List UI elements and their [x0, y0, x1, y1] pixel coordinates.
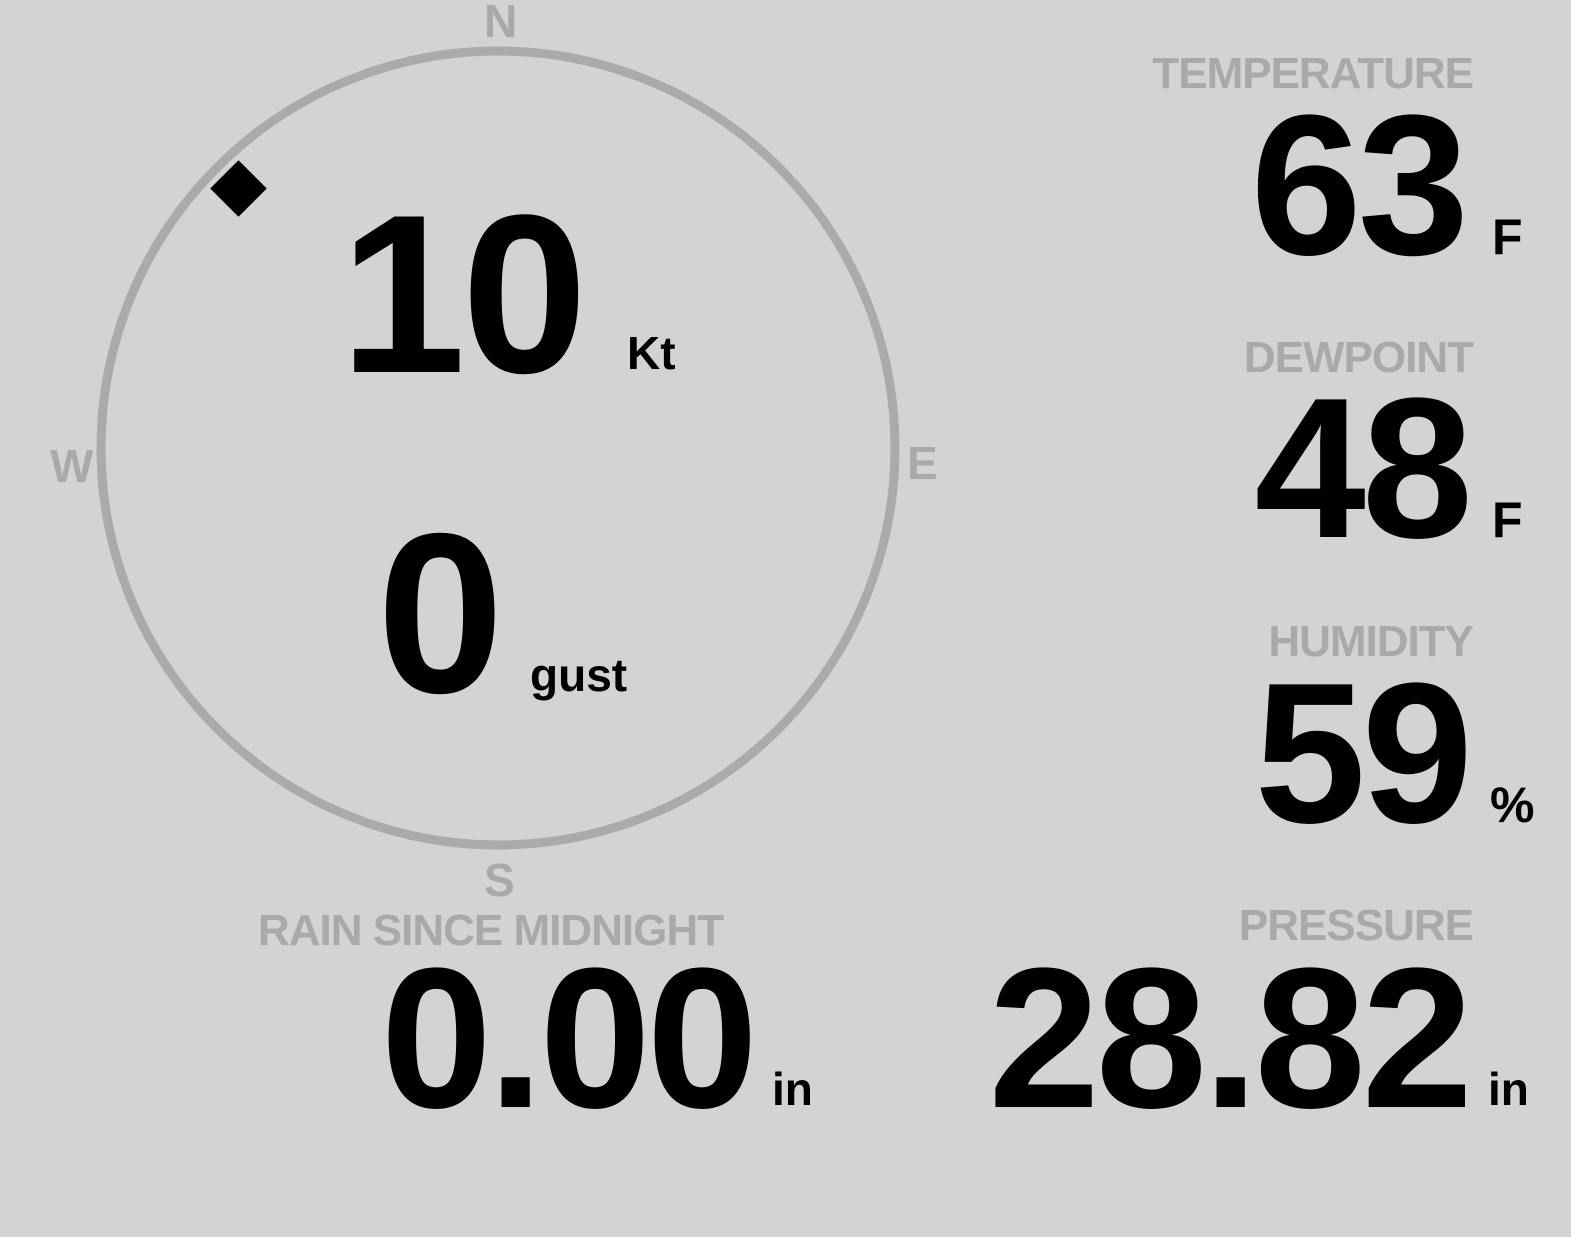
- wind-gust-value: 0: [377, 487, 504, 741]
- dewpoint-value: 48: [1254, 357, 1473, 580]
- compass-ring: [96, 46, 900, 850]
- wind-speed-unit: Kt: [627, 327, 676, 379]
- wind-speed-value: 10: [340, 167, 587, 420]
- wind-direction-marker: [210, 160, 267, 217]
- rain-value: 0.00: [380, 927, 758, 1150]
- wind-gust-label: gust: [530, 649, 628, 701]
- rain-label: RAIN SINCE MIDNIGHT: [258, 906, 724, 955]
- humidity-unit: %: [1490, 777, 1535, 833]
- dewpoint-unit: F: [1492, 492, 1523, 548]
- dewpoint-label: DEWPOINT: [1243, 333, 1474, 382]
- humidity-value: 59: [1254, 642, 1473, 865]
- compass-west: W: [50, 440, 94, 492]
- pressure-unit: in: [1488, 1063, 1529, 1115]
- compass-north: N: [484, 0, 518, 47]
- pressure-value: 28.82: [988, 927, 1473, 1150]
- compass-south: S: [484, 854, 515, 906]
- temperature-unit: F: [1492, 209, 1523, 265]
- rain-unit: in: [772, 1063, 813, 1115]
- compass-east: E: [907, 437, 938, 489]
- pressure-label: PRESSURE: [1238, 901, 1474, 950]
- temperature-value: 63: [1250, 74, 1469, 297]
- humidity-label: HUMIDITY: [1268, 617, 1474, 666]
- temperature-label: TEMPERATURE: [1152, 49, 1474, 98]
